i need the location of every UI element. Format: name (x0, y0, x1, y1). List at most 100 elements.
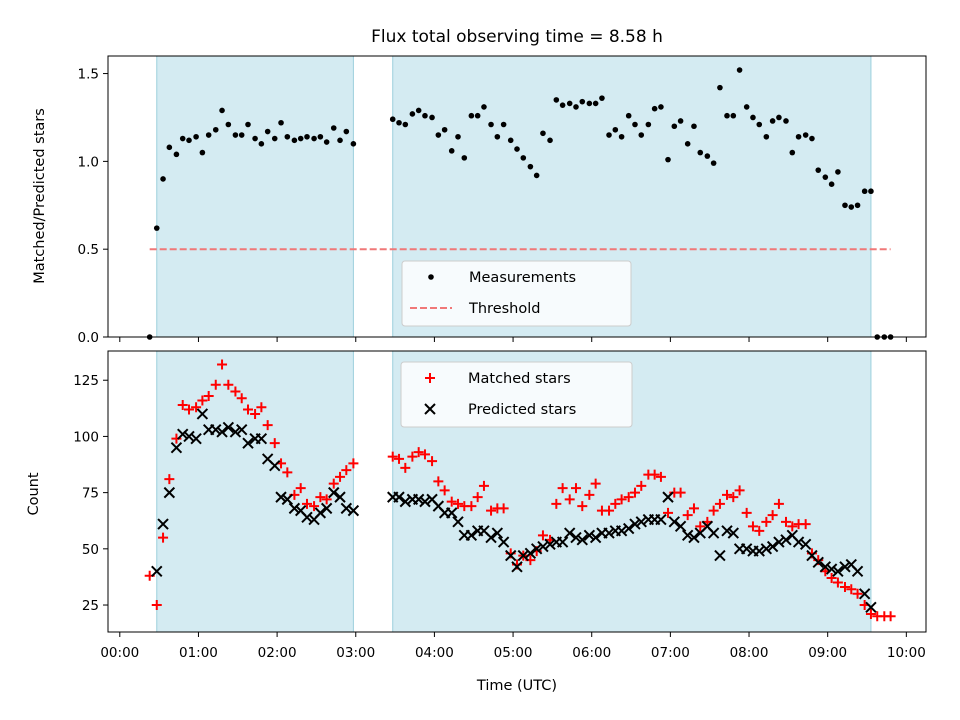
matched-stars-point (708, 505, 719, 516)
matched-stars-point (309, 501, 320, 512)
measurements-point (271, 135, 278, 142)
predicted-stars-point (674, 520, 687, 533)
matched-stars-point (335, 471, 346, 482)
matched-stars-point (722, 489, 733, 500)
predicted-stars-point (570, 531, 582, 544)
matched-stars-point (498, 503, 509, 514)
matched-stars-point (584, 489, 595, 500)
matched-stars-point (761, 516, 772, 527)
measurements-point (573, 104, 579, 110)
matched-stars-point (754, 525, 765, 536)
measurements-point (632, 121, 638, 128)
measurements-point (789, 149, 796, 156)
matched-stars-point (649, 469, 660, 480)
measurements-point (809, 135, 815, 142)
legend-box (400, 361, 633, 428)
legend-label: Matched stars (468, 371, 571, 387)
predicted-stars-point (163, 486, 176, 499)
matched-stars-point (433, 476, 444, 487)
measurements-point (756, 121, 763, 128)
measurements-point (724, 112, 730, 119)
measurements-point (297, 135, 304, 142)
predicted-stars-point (288, 502, 301, 515)
predicted-stars-point (177, 428, 189, 440)
measurements-point (343, 128, 350, 135)
predicted-stars-point (399, 495, 412, 508)
matched-stars-point (564, 494, 575, 505)
matched-stars-point (741, 507, 752, 518)
measurements-point (212, 126, 219, 133)
matched-stars-point (427, 456, 438, 467)
predicted-stars-point (792, 536, 805, 548)
measurements-point (507, 137, 514, 144)
predicted-stars-point (766, 540, 779, 553)
measurements-point (488, 121, 494, 128)
predicted-stars-point (485, 531, 497, 544)
matched-stars-point (623, 492, 634, 503)
measurements-point (166, 144, 173, 151)
x-tick-label: 00:00 (100, 645, 139, 661)
measurements-point (205, 132, 212, 138)
measurements-point (160, 176, 166, 182)
predicted-stars-point (753, 545, 765, 557)
matched-stars-point (250, 408, 261, 419)
matched-stars-point (570, 483, 581, 494)
matched-stars-point (885, 611, 896, 622)
measurements-point (337, 137, 343, 144)
bottom-y-axis-label: Count (26, 472, 42, 515)
top-y-tick-label: 1.0 (78, 154, 99, 170)
matched-stars-point (301, 498, 312, 509)
predicted-stars-point (393, 491, 405, 503)
predicted-stars-point (865, 601, 877, 613)
matched-stars-point (203, 390, 214, 401)
measurements-point (264, 128, 271, 135)
predicted-stars-point (556, 536, 569, 548)
measurements-point (795, 133, 802, 140)
measurements-point (651, 105, 658, 112)
matched-stars-point (387, 451, 398, 462)
x-tick-label: 02:00 (258, 645, 297, 661)
predicted-stars-point (229, 426, 242, 438)
top-observing-span-1 (156, 55, 354, 338)
matched-stars-point (537, 530, 548, 541)
measurements-point (199, 149, 206, 156)
matched-stars-point (577, 501, 588, 512)
matched-stars-point (269, 438, 280, 449)
matched-stars-point (663, 507, 674, 518)
predicted-stars-point (576, 534, 588, 546)
measurements-point (422, 112, 428, 119)
measurements-point (219, 107, 225, 114)
predicted-stars-point (452, 516, 464, 528)
predicted-stars-point (190, 432, 202, 445)
matched-stars-point (747, 521, 758, 532)
matched-stars-point (675, 487, 686, 498)
measurements-point (815, 167, 822, 173)
measurements-point (684, 141, 691, 147)
measurements-point (441, 126, 448, 133)
measurements-point (474, 112, 481, 119)
matched-stars-point (852, 588, 863, 599)
predicted-stars-point (681, 529, 694, 542)
measurements-point (861, 188, 868, 195)
matched-stars-point (610, 498, 621, 509)
predicted-stars-point (707, 527, 720, 539)
matched-stars-point (695, 521, 706, 532)
top-y-tick-label: 0.0 (78, 330, 99, 346)
predicted-stars-point (740, 543, 753, 555)
matched-stars-point (282, 467, 293, 478)
measurements-point (396, 119, 402, 126)
measurements-point (540, 130, 546, 137)
predicted-stars-point (334, 491, 346, 503)
matched-stars-point (832, 577, 843, 588)
measurements-point (677, 118, 684, 124)
bottom-panel: 25 50 75 100 125 00:00 01:00 02:00 03:00 04:00 05:… (73, 350, 927, 661)
matched-stars-point (839, 582, 850, 593)
predicted-stars-point (269, 459, 281, 472)
measurements-point (193, 133, 199, 140)
matched-stars-point (486, 505, 497, 516)
matched-stars-point (604, 505, 615, 516)
measurements-point (402, 121, 409, 128)
predicted-stars-point (825, 563, 838, 575)
predicted-stars-point (183, 430, 195, 443)
legend-marker-x (424, 403, 436, 415)
